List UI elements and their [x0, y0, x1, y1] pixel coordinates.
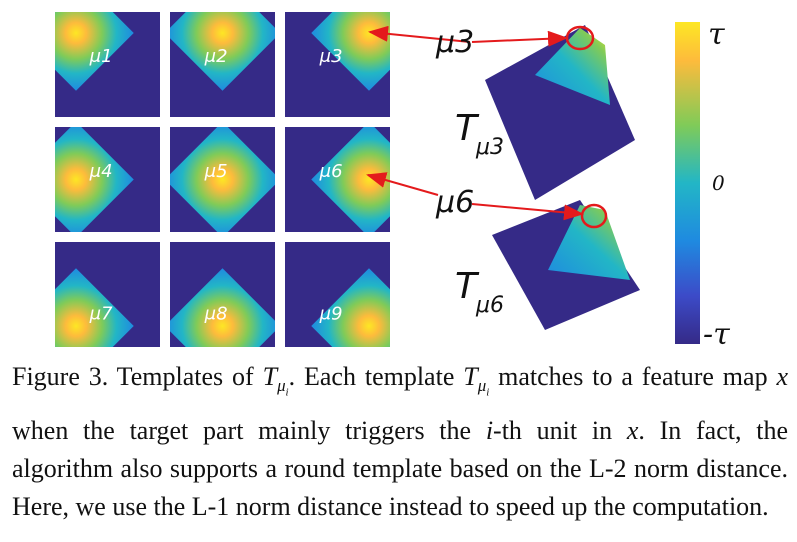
template-label-2: μ2: [204, 46, 228, 67]
template-cell-1: μ1: [55, 12, 160, 117]
arrow-mu6-right: [471, 203, 584, 221]
surface-label-bottom: T: [455, 266, 480, 307]
template-peak-1: [55, 12, 134, 91]
template-peak-7: [55, 268, 134, 347]
surface-t-mu6: [492, 200, 640, 330]
template-peak-9: [311, 268, 390, 347]
surface-sub-bottom: μ6: [475, 293, 504, 318]
callout-mu6-label: μ6: [435, 185, 474, 220]
colorbar-bottom-label: -τ: [703, 317, 730, 352]
template-grid: μ1 μ2 μ3 μ4 μ5 μ6 μ7 μ8 μ9: [55, 12, 390, 347]
template-label-1: μ1: [89, 46, 113, 67]
template-label-7: μ7: [89, 303, 113, 324]
template-figure: μ1 μ2 μ3 μ4 μ5 μ6 μ7 μ8 μ9 μ3 μ6 T μ3 T μ6 τ 0 -…: [55, 12, 730, 352]
template-peak-8: [170, 268, 275, 347]
template-cell-4: μ4: [55, 127, 160, 232]
template-cell-6: μ6: [285, 127, 390, 232]
template-label-8: μ8: [204, 303, 228, 324]
template-cell-9: μ9: [285, 242, 390, 347]
caption-sym-x2: x: [626, 415, 639, 445]
colorbar: [675, 22, 700, 344]
caption-sym-x1: x: [776, 362, 789, 391]
caption-sym-t1: T: [262, 362, 278, 391]
template-label-6: μ6: [319, 161, 343, 182]
colorbar-top-label: τ: [708, 17, 725, 52]
colorbar-mid-label: 0: [712, 171, 725, 195]
caption-part2: . Each template: [288, 362, 464, 391]
caption-part3: matches to a feature map: [489, 362, 777, 391]
arrow-mu3-right: [471, 30, 568, 47]
surface-label-top: T: [455, 108, 480, 149]
template-label-3: μ3: [319, 46, 343, 67]
template-peak-4: [55, 127, 134, 232]
arrow-mu6-left: [366, 172, 439, 196]
caption-sym-subsub1: i: [285, 386, 289, 399]
template-cell-7: μ7: [55, 242, 160, 347]
surface-sub-top: μ3: [475, 135, 504, 160]
template-peak-6: [311, 127, 390, 232]
template-cell-5: μ5: [170, 127, 275, 232]
template-label-5: μ5: [204, 161, 228, 182]
template-cell-2: μ2: [170, 12, 275, 117]
surface-t-mu3: [485, 25, 635, 200]
caption-sym-sub1: μ: [277, 376, 286, 396]
template-cell-3: μ3: [285, 12, 390, 117]
figure-caption: Figure 3. Templates of Tμi. Each templat…: [12, 358, 788, 526]
caption-part5: -th unit in: [493, 415, 627, 445]
caption-part6: . In fact, the algorithm also supports a…: [12, 415, 788, 521]
arrow-mu3-left: [368, 25, 471, 43]
template-peak-5: [170, 127, 275, 232]
caption-sym-i: i: [485, 415, 494, 445]
caption-sym-sub2: μ: [477, 376, 487, 396]
template-label-4: μ4: [89, 161, 113, 182]
caption-part4: when the target part mainly triggers the: [12, 415, 486, 445]
template-cell-8: μ8: [170, 242, 275, 347]
template-peak-2: [170, 12, 275, 91]
caption-prefix: Figure 3. Templates of: [12, 362, 263, 391]
caption-sym-t2: T: [463, 362, 478, 391]
callout-mu3-label: μ3: [435, 25, 474, 60]
template-label-9: μ9: [319, 303, 343, 324]
caption-sym-subsub2: i: [486, 386, 490, 399]
